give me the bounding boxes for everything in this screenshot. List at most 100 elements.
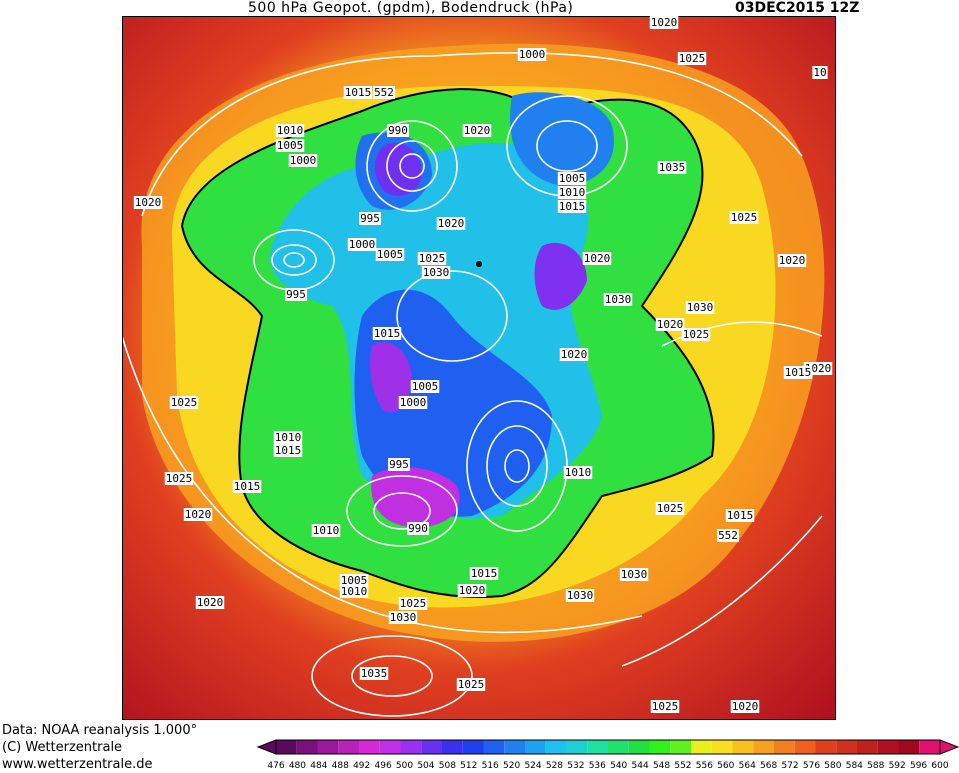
colorbar-swatch [276, 740, 297, 754]
colorbar-swatch [836, 740, 857, 754]
isobar-label: 1030 [423, 266, 450, 279]
isobar-label-bg [387, 124, 409, 137]
isobar-label: 1005 [277, 139, 304, 152]
isobar-label: 1015 [374, 327, 401, 340]
isobar-label: 1025 [400, 597, 427, 610]
isobar-label-bg [169, 396, 199, 409]
colorbar-swatch [774, 740, 795, 754]
isobar-label: 1000 [519, 48, 546, 61]
isobar-label-bg [685, 301, 715, 314]
isobar-label-bg [339, 585, 369, 598]
isobar-label: 1005 [412, 380, 439, 393]
colorbar-swatch [587, 740, 608, 754]
isobar-label: 1015 [345, 86, 372, 99]
isobar-label-bg [436, 217, 466, 230]
colorbar-tick-label: 576 [803, 761, 820, 770]
colorbar-tick-label: 504 [417, 761, 434, 770]
isobar-label: 1030 [567, 589, 594, 602]
isobar-label: 990 [408, 522, 428, 535]
isobar-label: 1020 [135, 196, 162, 209]
isobar-label-bg [288, 154, 318, 167]
colorbar-tick-label: 548 [653, 761, 670, 770]
isobar-label-bg [311, 524, 341, 537]
colorbar-swatch [857, 740, 878, 754]
isobar-label: 995 [389, 458, 409, 471]
colorbar-tick-label: 588 [867, 761, 884, 770]
colorbar-swatch [296, 740, 318, 754]
isobar-label: 1015 [234, 480, 261, 493]
isobar-label: 995 [360, 212, 380, 225]
colorbar-swatch [462, 740, 484, 754]
isobar-label: 1010 [313, 524, 340, 537]
isobar-label-bg [457, 584, 487, 597]
colorbar-tick-label: 480 [289, 761, 306, 770]
colorbar-tick-label: 488 [332, 761, 349, 770]
isobar-label: 1020 [732, 700, 759, 713]
isobar-label-bg [456, 678, 486, 691]
colorbar-swatch [504, 740, 525, 754]
isobar-label-bg [812, 66, 828, 79]
isobar-label: 1020 [779, 254, 806, 267]
colorbar-swatch [649, 740, 671, 754]
colorbar-swatch [400, 740, 422, 754]
footer: Data: NOAA reanalysis 1.000° (C) Wetterz… [2, 722, 197, 773]
isobar-label-bg [559, 348, 589, 361]
isobar-label: 1015 [559, 200, 586, 213]
isobar-label: 1030 [605, 293, 632, 306]
isobar-label-bg [407, 522, 429, 535]
colorbar-tick-label: 556 [696, 761, 713, 770]
isobar-label-bg [164, 472, 194, 485]
colorbar-tick-label: 560 [717, 761, 734, 770]
colorbar-tick-label: 528 [546, 761, 563, 770]
colorbar-swatch [919, 740, 940, 754]
colorbar-tick-label: 520 [503, 761, 520, 770]
isobar-label-bg [421, 266, 451, 279]
isobar-label: 1005 [559, 172, 586, 185]
isobar-label-bg [729, 211, 759, 224]
isobar-label: 1025 [731, 211, 758, 224]
blue-north [510, 92, 614, 186]
isobar-label-bg [462, 124, 492, 137]
colorbar-tick-label: 500 [396, 761, 413, 770]
isobar-label: 1020 [651, 16, 678, 29]
colorbar-swatch [545, 740, 567, 754]
isobar-label-bg [655, 318, 685, 331]
colorbar-tick-label: 524 [524, 761, 541, 770]
isobar-label-bg [195, 596, 225, 609]
colorbar-swatch [711, 740, 733, 754]
colorbar-swatch [483, 740, 505, 754]
isobar-label: 1015 [471, 567, 498, 580]
isobar-label: 1020 [197, 596, 224, 609]
colorbar-tick-label: 496 [375, 761, 392, 770]
isobar-label: 1025 [171, 396, 198, 409]
colorbar-swatch [670, 740, 691, 754]
copyright-text: (C) Wetterzentrale [2, 740, 123, 755]
isobar-label: 1030 [390, 611, 417, 624]
isobar-label-bg [517, 48, 547, 61]
isobar-label-bg [372, 327, 402, 340]
isobar-label-bg [557, 186, 587, 199]
isobar-label-bg [133, 196, 163, 209]
isobar-label-bg [285, 288, 307, 301]
colorbar-tick-label: 564 [739, 761, 756, 770]
magenta-low-south [371, 467, 460, 528]
isobar-label-bg [563, 466, 593, 479]
isobar-label: 552 [718, 529, 738, 542]
isobar-lines [122, 52, 823, 717]
colorbar-swatch [794, 740, 816, 754]
chart-title: 500 hPa Geopot. (gpdm), Bodendruck (hPa) [248, 0, 574, 16]
colorbar-frame [275, 739, 941, 755]
isobar-label-bg [783, 366, 813, 379]
isobar-label: 1010 [277, 124, 304, 137]
isobar-label: 552 [374, 86, 394, 99]
colorbar-tick-label: 516 [482, 761, 499, 770]
colorbar-arrow-high [939, 739, 959, 755]
colorbar: 476 480 484 488 492 496 500 504 508 512 516 520 524 5… [256, 739, 959, 770]
isobar-label-bg [657, 161, 687, 174]
colorbar-swatch [877, 740, 899, 754]
isobar-label: 1030 [687, 301, 714, 314]
colorbar-tick-label: 584 [846, 761, 863, 770]
colorbar-swatch [359, 740, 380, 754]
isobar-label: 1020 [438, 217, 465, 230]
